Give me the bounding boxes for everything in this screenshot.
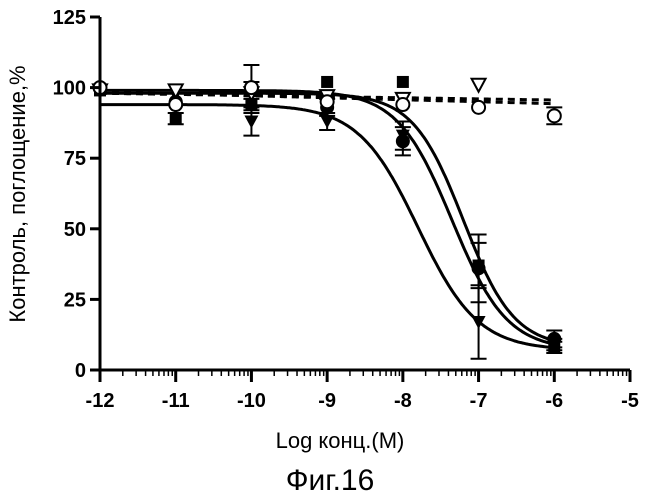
y-axis-title: Контроль, поглощение,% xyxy=(5,65,30,322)
x-axis-title: Log конц.(M) xyxy=(276,428,405,453)
data-point-filled-triangle-down xyxy=(320,115,334,128)
x-tick-label: -11 xyxy=(162,390,190,412)
data-point-open-circle xyxy=(245,81,258,94)
data-point-filled-circle xyxy=(472,261,486,275)
x-tick-label: -9 xyxy=(318,390,336,412)
data-point-open-circle xyxy=(396,98,409,111)
fit-curve-3 xyxy=(100,105,554,348)
x-tick-label: -10 xyxy=(237,390,266,412)
figure-caption: Фиг.16 xyxy=(286,464,375,497)
data-point-open-circle xyxy=(321,95,334,108)
data-point-open-triangle-down xyxy=(472,79,486,92)
y-tick-label: 75 xyxy=(64,148,86,170)
x-tick-label: -12 xyxy=(86,390,115,412)
x-tick-label: -5 xyxy=(621,390,639,412)
data-point-filled-triangle-down xyxy=(244,115,258,128)
data-point-filled-square xyxy=(397,76,409,88)
data-points xyxy=(93,76,561,353)
x-tick-label: -7 xyxy=(470,390,488,412)
y-tick-label: 50 xyxy=(64,219,86,241)
labels: Log конц.(M) Контроль, поглощение,% Фиг.… xyxy=(5,65,404,497)
data-point-filled-square xyxy=(321,76,333,88)
y-tick-label: 25 xyxy=(64,289,86,311)
data-point-filled-square xyxy=(170,113,182,125)
y-tick-label: 125 xyxy=(53,7,86,29)
y-tick-label: 0 xyxy=(75,360,86,382)
x-tick-label: -6 xyxy=(545,390,563,412)
x-tick-label: -8 xyxy=(394,390,412,412)
data-point-open-circle xyxy=(548,109,561,122)
data-point-open-circle xyxy=(169,98,182,111)
y-tick-label: 100 xyxy=(53,78,86,100)
data-point-open-circle xyxy=(472,101,485,114)
